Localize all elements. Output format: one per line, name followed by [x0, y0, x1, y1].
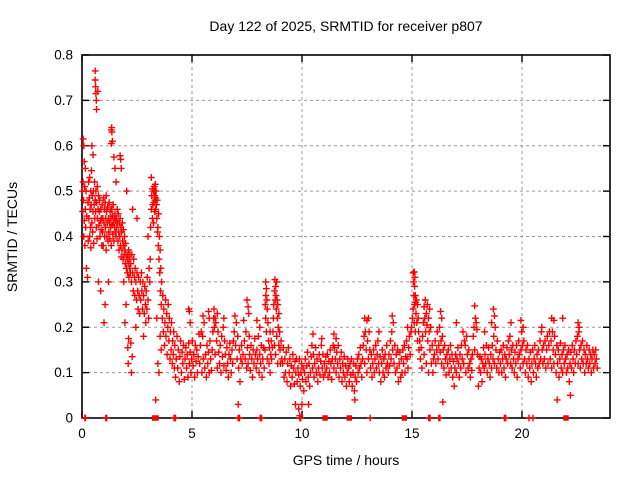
- scatter-points-zero-flags-plus: [81, 414, 537, 422]
- y-tick-label: 0.7: [54, 93, 73, 108]
- y-tick-label: 0: [65, 411, 73, 426]
- x-tick-label: 5: [188, 426, 196, 441]
- scatter-points-SRMTID: [79, 67, 601, 420]
- chart-title: Day 122 of 2025, SRMTID for receiver p80…: [209, 18, 483, 34]
- y-tick-label: 0.3: [54, 274, 73, 289]
- y-tick-label: 0.1: [54, 365, 73, 380]
- y-tick-label: 0.4: [54, 229, 73, 244]
- y-tick-label: 0.8: [54, 48, 73, 63]
- x-tick-label: 0: [78, 426, 86, 441]
- y-tick-label: 0.6: [54, 138, 73, 153]
- x-tick-label: 15: [404, 426, 419, 441]
- y-tick-label: 0.5: [54, 184, 73, 199]
- y-tick-label: 0.2: [54, 320, 73, 335]
- x-tick-label: 10: [294, 426, 309, 441]
- x-tick-label: 20: [514, 426, 529, 441]
- x-axis-label: GPS time / hours: [292, 452, 400, 468]
